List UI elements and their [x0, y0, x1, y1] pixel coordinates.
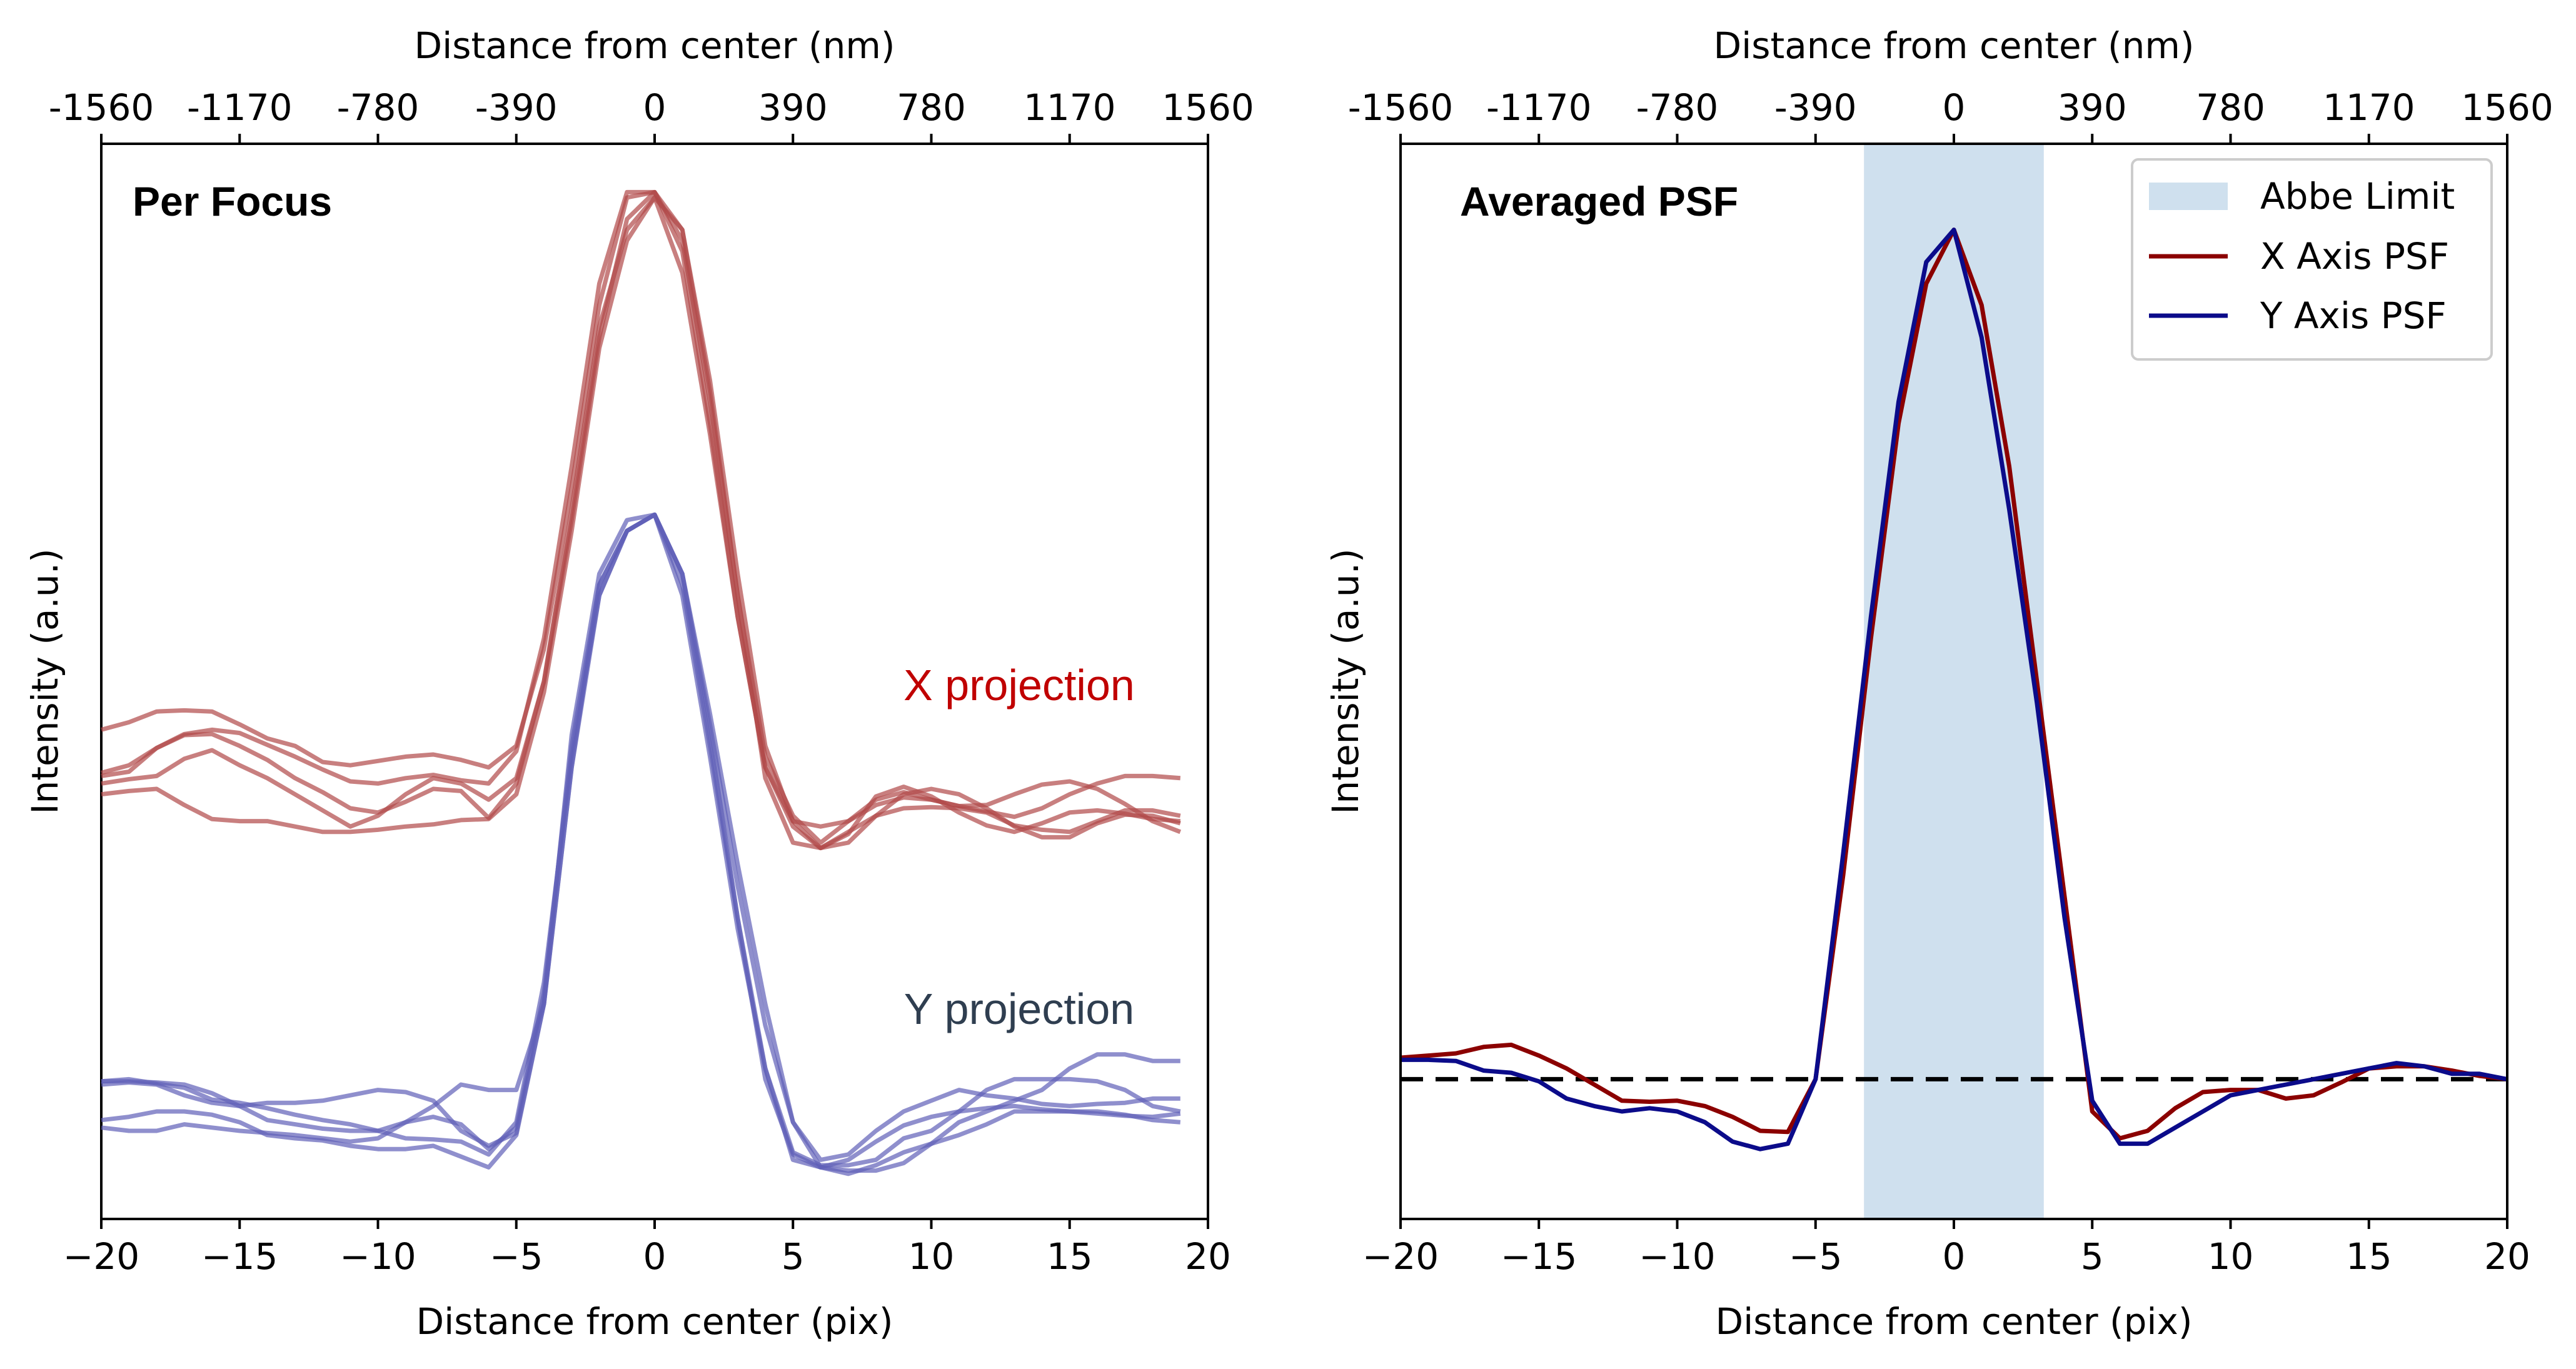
x-tick-label: 15 [1047, 1235, 1093, 1278]
x-tick-label: 10 [908, 1235, 955, 1278]
x-tick-label: 5 [2081, 1235, 2104, 1278]
legend-label-y-axis: Y Axis PSF [2260, 294, 2447, 337]
top-tick-label: 780 [897, 86, 966, 129]
x-tick-label: 0 [1943, 1235, 1966, 1278]
annotation-x-projection: X projection [903, 661, 1135, 710]
top-tick-label: 0 [643, 86, 667, 129]
y-axis-title: Intensity (a.u.) [1324, 548, 1367, 814]
top-tick-label: 780 [2196, 86, 2265, 129]
top-tick-label: -390 [1774, 86, 1857, 129]
series-line-y-focus-4 [101, 512, 1180, 1173]
tick-layer: −20 −15 −10 −5 0 5 10 15 20 -1560 -1170 -780 -390 0 39… [49, 86, 1254, 1278]
y-axis-title: Intensity (a.u.) [24, 548, 66, 814]
top-axis-title: Distance from center (nm) [1713, 24, 2194, 67]
top-axis-title: Distance from center (nm) [414, 24, 895, 67]
series-line-y-focus-2 [101, 512, 1181, 1176]
x-tick-label: 5 [782, 1235, 805, 1278]
x-tick-label: 20 [1185, 1235, 1231, 1278]
series-line-x-focus-4 [101, 195, 1182, 835]
top-tick-label: 1170 [1024, 86, 1116, 129]
top-tick-label: -1560 [49, 86, 154, 129]
top-tick-label: 1560 [2461, 86, 2553, 129]
top-tick-label: 390 [758, 86, 828, 129]
panel-title: Per Focus [133, 178, 332, 224]
series-line-y-axis-psf [1401, 228, 2508, 1151]
top-tick-label: -390 [475, 86, 558, 129]
legend-swatch-abbe [2149, 183, 2228, 210]
series-line-x-focus-1 [101, 189, 1181, 845]
abbe-limit-band [1864, 144, 2044, 1219]
top-tick-label: 0 [1943, 86, 1966, 129]
legend: Abbe Limit X Axis PSF Y Axis PSF [2131, 158, 2493, 361]
x-axis-title: Distance from center (pix) [416, 1300, 893, 1343]
x-tick-label: 15 [2346, 1235, 2392, 1278]
x-tick-label: −15 [201, 1235, 278, 1278]
panel-per-focus: −20 −15 −10 −5 0 5 10 15 20 -1560 -1170 -780 -390 0 39… [24, 24, 1254, 1343]
series-layer [1400, 228, 2508, 1151]
tick-layer: −20 −15 −10 −5 0 5 10 15 20 -1560 -1170 -780 -390 0 39… [1348, 86, 2553, 1278]
x-tick-label: 20 [2484, 1235, 2530, 1278]
legend-label-abbe: Abbe Limit [2260, 175, 2455, 218]
series-line-y-focus-5 [101, 512, 1180, 1162]
top-tick-label: 390 [2058, 86, 2127, 129]
top-tick-label: -1170 [187, 86, 293, 129]
panel-averaged-psf: −20 −15 −10 −5 0 5 10 15 20 -1560 -1170 -780 -390 0 39… [1324, 24, 2553, 1343]
top-tick-label: -1170 [1486, 86, 1592, 129]
top-tick-label: -780 [1636, 86, 1719, 129]
series-line-y-focus-3 [101, 512, 1181, 1170]
top-tick-label: 1170 [2323, 86, 2415, 129]
series-line-x-focus-2 [101, 189, 1181, 851]
x-tick-label: −10 [1639, 1235, 1715, 1278]
x-axis-title: Distance from center (pix) [1715, 1300, 2192, 1343]
x-tick-label: −20 [63, 1235, 139, 1278]
annotation-y-projection: Y projection [904, 985, 1134, 1033]
x-tick-label: −15 [1501, 1235, 1577, 1278]
x-tick-label: −10 [340, 1235, 416, 1278]
x-tick-label: −20 [1362, 1235, 1439, 1278]
legend-label-x-axis: X Axis PSF [2260, 235, 2449, 278]
panel-title: Averaged PSF [1460, 178, 1738, 224]
series-line-y-focus-1 [101, 512, 1181, 1170]
series-layer [101, 189, 1182, 1176]
x-tick-label: 0 [643, 1235, 667, 1278]
series-line-x-focus-5 [101, 189, 1181, 851]
top-tick-label: -780 [337, 86, 420, 129]
x-tick-label: −5 [1789, 1235, 1843, 1278]
top-tick-label: 1560 [1162, 86, 1254, 129]
top-tick-label: -1560 [1348, 86, 1454, 129]
series-line-x-focus-3 [101, 195, 1181, 851]
x-tick-label: −5 [490, 1235, 543, 1278]
x-tick-label: 10 [2208, 1235, 2254, 1278]
